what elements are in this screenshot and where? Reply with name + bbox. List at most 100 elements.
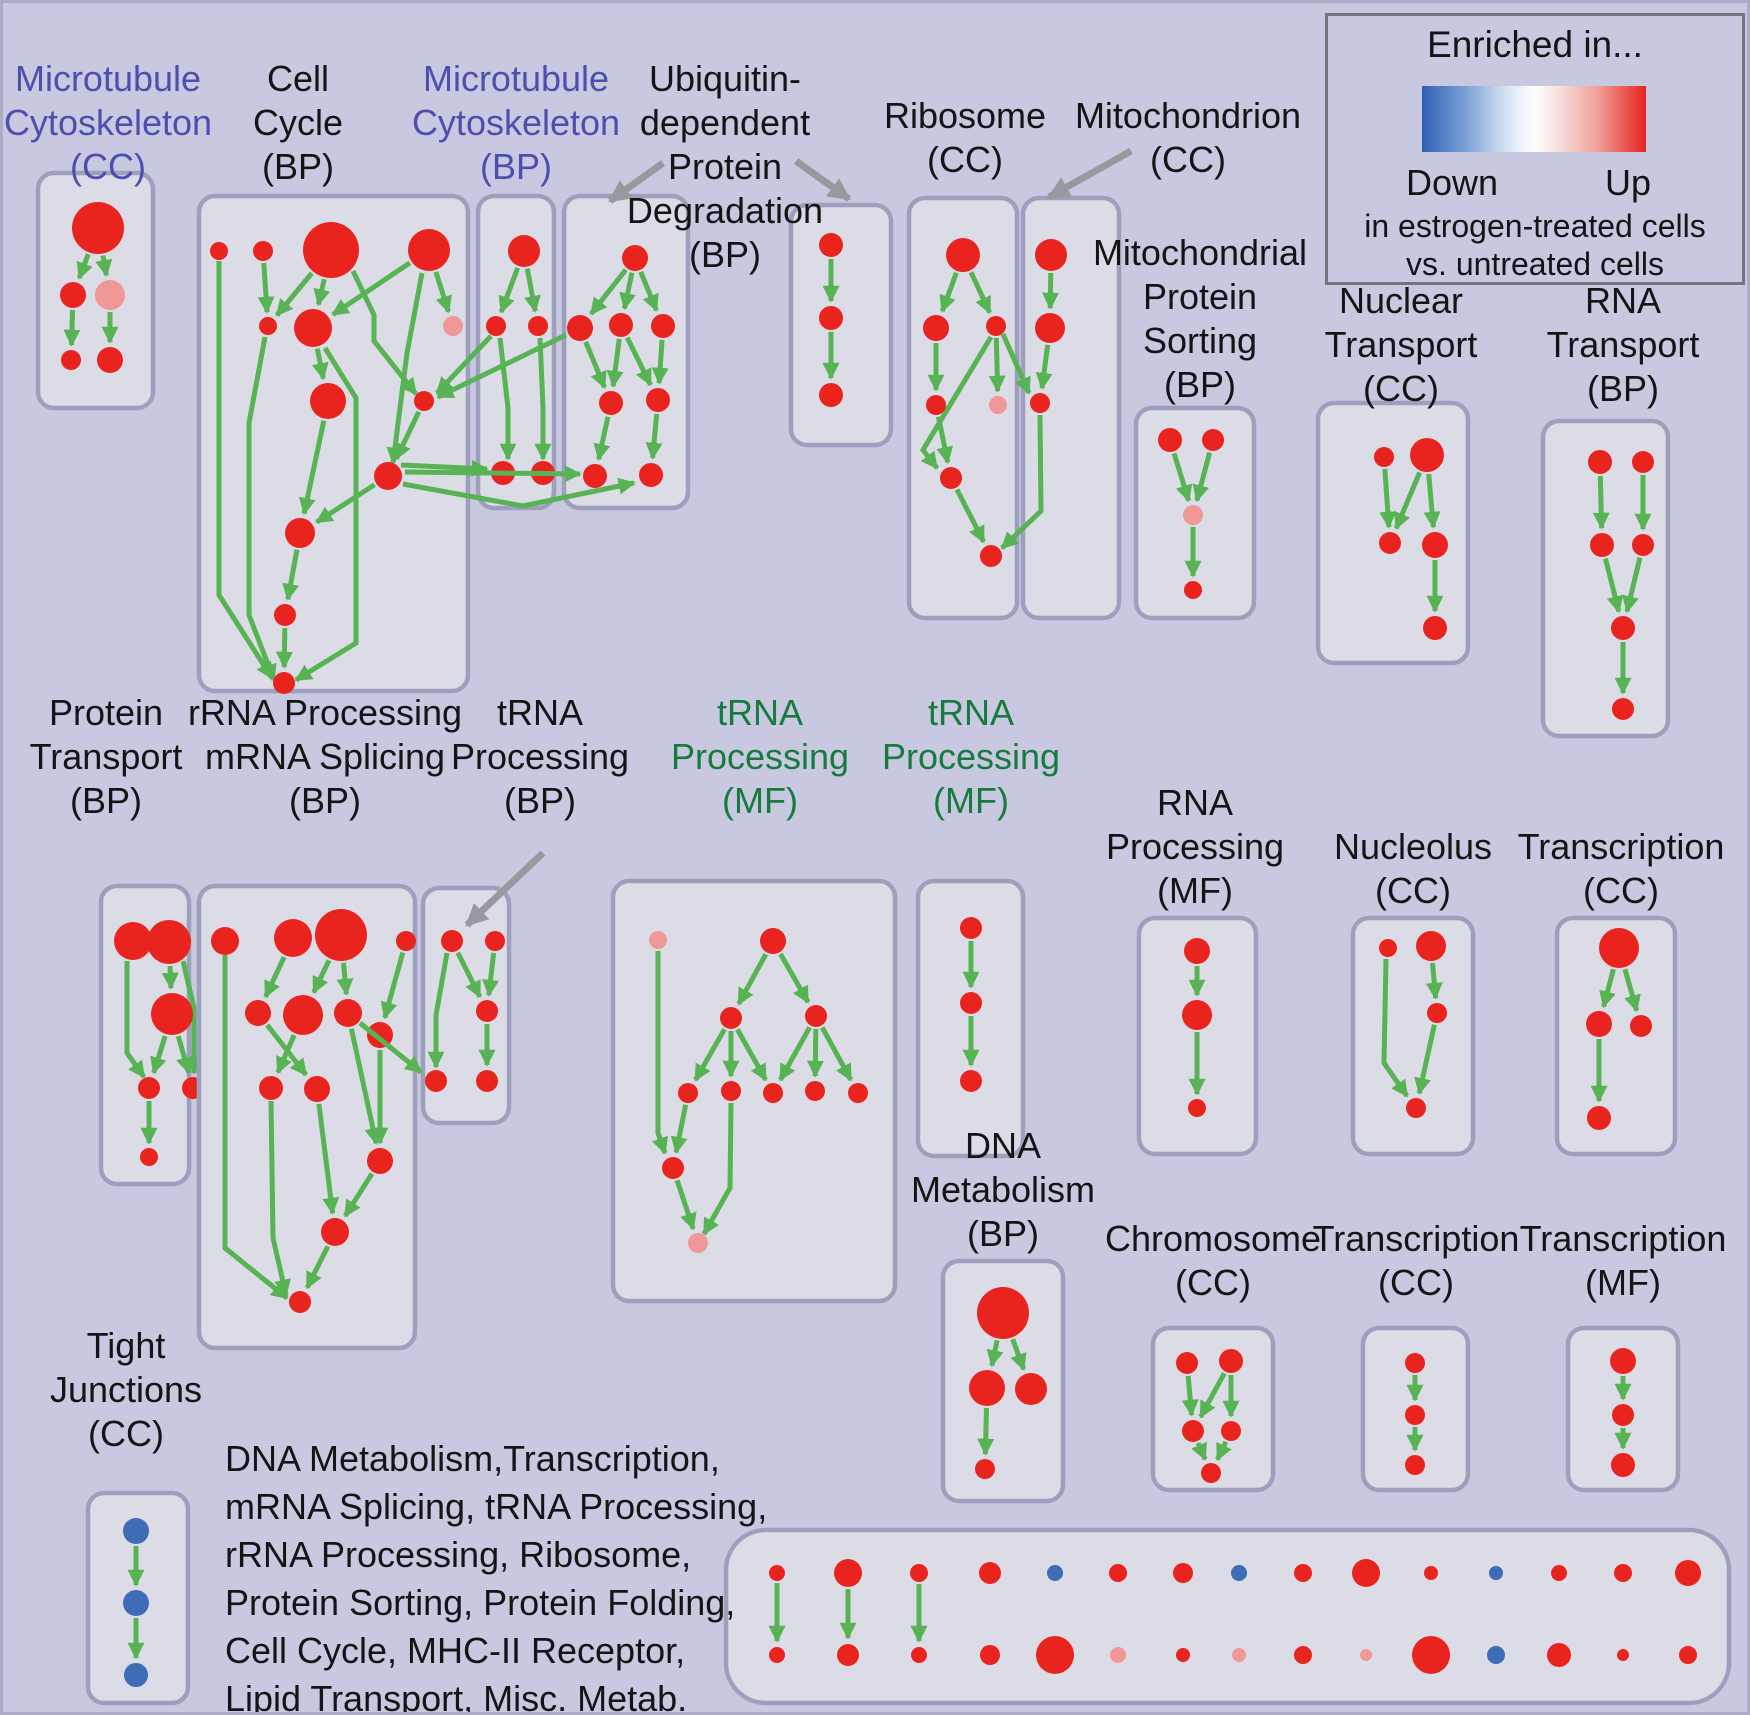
edge-arrow — [268, 1100, 291, 1297]
edge-arrow — [304, 1245, 331, 1290]
edge-arrow — [1603, 557, 1624, 614]
go-node — [1416, 931, 1446, 961]
go-node — [678, 1083, 698, 1103]
go-node — [940, 467, 962, 489]
cluster-rna-mf — [1136, 915, 1259, 1157]
edge-arrow — [299, 420, 327, 516]
go-node — [1587, 1106, 1611, 1130]
go-node — [140, 1148, 158, 1166]
edge-arrow — [534, 337, 552, 461]
go-node — [1183, 505, 1203, 525]
go-node — [1352, 1559, 1380, 1587]
go-node — [946, 238, 980, 272]
go-node — [1423, 616, 1447, 640]
go-node — [273, 672, 295, 694]
cluster-tight-junctions — [85, 1490, 191, 1706]
go-node — [720, 1007, 742, 1029]
go-node — [334, 999, 362, 1027]
go-node — [769, 1565, 785, 1581]
edge-arrow — [1599, 968, 1616, 1009]
go-node — [1184, 581, 1202, 599]
go-node — [1612, 698, 1634, 720]
term-label-chromosome: Chromosome (CC) — [1105, 1218, 1321, 1303]
go-node — [1176, 1648, 1190, 1662]
legend-title: Enriched in... — [1427, 24, 1643, 65]
edge-arrow — [433, 271, 452, 314]
edge-arrow — [968, 271, 992, 314]
cluster-protein-transport — [98, 883, 204, 1187]
go-node — [97, 347, 123, 373]
edge-arrow — [427, 952, 450, 1069]
cluster-trna-mf-2 — [915, 878, 1026, 1159]
go-node — [528, 316, 548, 336]
term-label-nucleolus: Nucleolus (CC) — [1334, 826, 1492, 911]
go-node — [567, 315, 593, 341]
cluster-nuclear-transport — [1315, 400, 1471, 666]
go-node — [1173, 1563, 1193, 1583]
cluster-transcription-mf — [1565, 1325, 1681, 1493]
go-node — [1219, 1349, 1243, 1373]
go-node — [910, 1564, 928, 1582]
cluster-ubiquitin-deg-1 — [561, 193, 691, 511]
go-node — [819, 233, 843, 257]
go-node — [1410, 438, 1444, 472]
go-node — [1047, 1565, 1063, 1581]
term-label-ribosome-cc: Ribosome (CC) — [884, 95, 1046, 180]
term-label-microtubule-cc: Microtubule Cytoskeleton (CC) — [4, 58, 212, 187]
go-node — [1294, 1646, 1312, 1664]
go-node — [1599, 928, 1639, 968]
go-node — [1374, 447, 1394, 467]
go-node — [980, 545, 1002, 567]
cluster-ribosome-cc — [906, 195, 1020, 621]
edge-arrow — [1381, 958, 1410, 1098]
edge-arrow — [1035, 344, 1053, 390]
go-node — [1176, 1352, 1198, 1374]
go-node — [253, 241, 273, 261]
go-node — [294, 309, 332, 347]
go-node — [1617, 1649, 1629, 1661]
edge-arrow — [1010, 1338, 1027, 1371]
edge-arrow — [1393, 471, 1422, 530]
go-node — [646, 388, 670, 412]
go-node — [1551, 1565, 1567, 1581]
edge-arrow — [939, 271, 959, 313]
go-node — [760, 928, 786, 954]
go-node — [443, 316, 463, 336]
cluster-rna-transport — [1540, 418, 1671, 739]
go-node — [1405, 1455, 1425, 1475]
go-node — [1188, 1099, 1206, 1117]
misc-terms-line: Lipid Transport, Misc. Metab. — [225, 1678, 688, 1715]
go-node — [1611, 1453, 1635, 1477]
go-node — [819, 383, 843, 407]
go-node — [1610, 1348, 1636, 1374]
go-node — [979, 1562, 1001, 1584]
edge-arrow — [778, 1026, 812, 1082]
edge-arrow — [701, 1102, 734, 1236]
edge-arrow — [1592, 475, 1610, 530]
go-node — [1035, 239, 1067, 271]
go-node — [609, 313, 633, 337]
edge-arrow — [311, 959, 332, 994]
cluster-box-ubiquitin-deg-1 — [561, 193, 691, 511]
go-node — [1487, 1646, 1505, 1664]
label-pointer-arrow — [793, 158, 852, 202]
go-node — [486, 316, 506, 336]
cluster-transcription-cc-3 — [1360, 1325, 1471, 1493]
label-pointer-arrow — [464, 850, 546, 928]
misc-terms-text: DNA Metabolism,Transcription, mRNA Splici… — [225, 1435, 767, 1715]
edge-arrow — [455, 951, 483, 999]
edge-arrow — [736, 952, 769, 1006]
term-label-rna-transport: RNA Transport (BP) — [1547, 280, 1700, 409]
go-node — [289, 1291, 311, 1313]
edge-arrow — [1414, 1024, 1437, 1096]
cluster-ubiquitin-deg-2 — [788, 202, 894, 448]
go-node — [1630, 1015, 1652, 1037]
edge-arrow — [246, 336, 277, 682]
go-node — [303, 222, 359, 278]
cluster-rrna-mrna — [196, 883, 418, 1351]
edge-arrow — [257, 262, 275, 314]
go-node — [639, 463, 663, 487]
edge-arrow — [735, 1028, 768, 1082]
go-node — [114, 922, 152, 960]
legend: Enriched in... Down Up in estrogen-treat… — [1325, 13, 1745, 285]
